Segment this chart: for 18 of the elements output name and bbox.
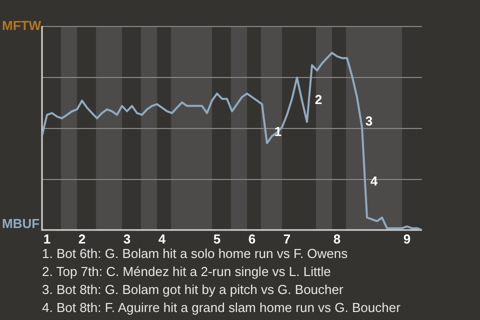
text: 4. Bot 8th: F. Aguirre hit a grand slam home run vs G. Boucher	[42, 299, 400, 317]
x-tick-label: 8	[333, 231, 341, 246]
x-tick-label: 3	[123, 231, 131, 246]
text: MFTW	[2, 18, 41, 34]
x-tick-label: 7	[283, 231, 291, 246]
x-tick-label: 9	[403, 231, 411, 246]
x-tick-label: 1	[43, 231, 51, 246]
annotation: 2	[314, 92, 322, 108]
x-tick-label: 6	[248, 231, 256, 246]
annotation: 3	[365, 113, 373, 128]
x-tick-label: 2	[78, 231, 86, 246]
x-tick-label: 4	[158, 231, 166, 246]
x-tick-label: 5	[213, 231, 221, 246]
text: 1. Bot 6th: G. Bolam hit a solo home run vs F. Owens	[42, 245, 349, 263]
text: 2. Top 7th: C. Méndez hit a 2-run single vs L. Little	[42, 263, 332, 281]
annotation: 4	[370, 174, 378, 189]
text: 3. Bot 8th: G. Bolam got hit by a pitch vs G. Boucher	[42, 281, 344, 299]
text: MBUF	[2, 216, 40, 232]
